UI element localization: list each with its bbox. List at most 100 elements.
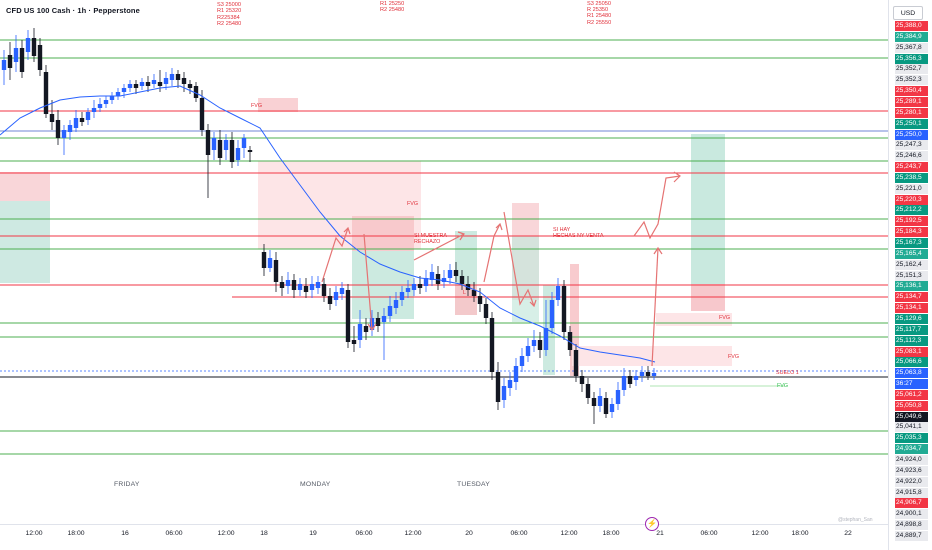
candle-body	[109, 96, 115, 100]
price-label: 24,934,7	[895, 444, 928, 455]
candle-body	[639, 372, 645, 376]
candle-body	[363, 326, 369, 332]
candle-body	[315, 282, 321, 288]
candle-body	[7, 55, 13, 68]
price-label: 25,388,0	[895, 21, 928, 31]
candle-body	[441, 278, 447, 282]
currency-label[interactable]: USD	[893, 6, 923, 20]
time-tick: 12:00	[751, 530, 769, 537]
time-tick: 21	[656, 530, 664, 537]
candle-body	[501, 386, 507, 400]
candle-body	[85, 112, 91, 120]
time-tick: 18:00	[67, 530, 85, 537]
candle-body	[217, 140, 223, 158]
candle-body	[61, 130, 67, 138]
candle-body	[241, 138, 247, 148]
projection-arrow	[363, 233, 373, 331]
price-label: 24,923,6	[895, 465, 928, 476]
candle-body	[351, 340, 357, 344]
candle-body	[327, 296, 333, 304]
candle-body	[291, 280, 297, 290]
price-label: 25,061,2	[895, 389, 928, 400]
time-tick: 18:00	[791, 530, 809, 537]
candle-body	[261, 252, 267, 268]
candle-body	[169, 74, 175, 80]
candle-body	[423, 278, 429, 286]
price-label: 24,915,8	[895, 487, 928, 498]
time-tick: 19	[309, 530, 317, 537]
arrow-head	[367, 323, 377, 332]
candle-body	[303, 286, 309, 292]
chart-area[interactable]: CFD US 100 Cash · 1h · Pepperstone S2 25…	[0, 0, 888, 524]
candle-body	[199, 98, 205, 130]
price-label: 24,900,1	[895, 509, 928, 520]
candle-body	[621, 376, 627, 390]
arrow-head	[529, 299, 537, 308]
fvg-label-2: FVG	[407, 201, 419, 207]
candle-body	[531, 340, 537, 346]
candle-body	[1, 60, 7, 70]
candle-body	[345, 290, 351, 342]
candle-body	[381, 316, 387, 322]
price-label: 24,924,0	[895, 455, 928, 465]
price-label: 25,250,1	[895, 118, 928, 129]
candle-body	[43, 72, 49, 114]
candle-body	[181, 78, 187, 84]
fvg-zone	[258, 98, 298, 112]
moving-average-line	[0, 85, 656, 363]
candle-body	[157, 82, 163, 86]
candle-body	[273, 260, 279, 282]
time-tick: 06:00	[700, 530, 718, 537]
time-axis[interactable]	[0, 524, 888, 550]
candle-body	[285, 280, 291, 286]
candle-body	[187, 84, 193, 88]
time-tick: 06:00	[510, 530, 528, 537]
candle-body	[31, 38, 37, 56]
price-chart[interactable]	[0, 0, 888, 524]
candle-body	[145, 82, 151, 86]
candle-body	[339, 288, 345, 294]
time-tick: 06:00	[165, 530, 183, 537]
candle-body	[103, 100, 109, 104]
fvg-label-1: FVG	[251, 103, 263, 109]
candle-body	[49, 114, 55, 122]
candle-body	[235, 148, 241, 160]
price-label: 25,117,7	[895, 324, 928, 335]
candle-body	[561, 286, 567, 332]
price-label: 25,050,8	[895, 400, 928, 411]
candle-body	[357, 324, 363, 340]
candle-body	[151, 80, 157, 84]
candle-body	[115, 92, 121, 96]
time-tick: 12:00	[25, 530, 43, 537]
annotation-suelo: SUELO 1	[776, 370, 799, 376]
candle-body	[627, 376, 633, 384]
price-label: 24,889,7	[895, 530, 928, 541]
price-label: 24,906,7	[895, 498, 928, 509]
candle-body	[399, 292, 405, 300]
candle-body	[223, 140, 229, 150]
price-label: 25,384,9	[895, 31, 928, 42]
candle-body	[247, 150, 253, 152]
candle-body	[55, 120, 61, 138]
annotation-l: L	[463, 290, 466, 296]
price-label: 25,289,1	[895, 96, 928, 107]
pivot-note-middle: R1 25250 R2 25480	[380, 1, 405, 14]
annotation-si-hay: SI HAY HECHAS NY VENTA	[553, 227, 604, 239]
candle-body	[73, 118, 79, 128]
candle-body	[25, 38, 31, 52]
price-label: 25,134,1	[895, 303, 928, 314]
time-tick: 12:00	[217, 530, 235, 537]
price-label: 25,112,3	[895, 335, 928, 346]
price-label: 25,151,3	[895, 270, 928, 281]
symbol-title[interactable]: CFD US 100 Cash · 1h · Pepperstone	[6, 6, 140, 15]
price-label: 25,220,3	[895, 194, 928, 205]
candle-body	[615, 390, 621, 404]
time-tick: 12:00	[404, 530, 422, 537]
candle-body	[267, 258, 273, 268]
candle-body	[205, 130, 211, 155]
candle-body	[435, 274, 441, 284]
lightning-icon[interactable]: ⚡	[645, 517, 659, 531]
candle-body	[585, 384, 591, 398]
candle-body	[525, 346, 531, 356]
candle-body	[603, 398, 609, 414]
